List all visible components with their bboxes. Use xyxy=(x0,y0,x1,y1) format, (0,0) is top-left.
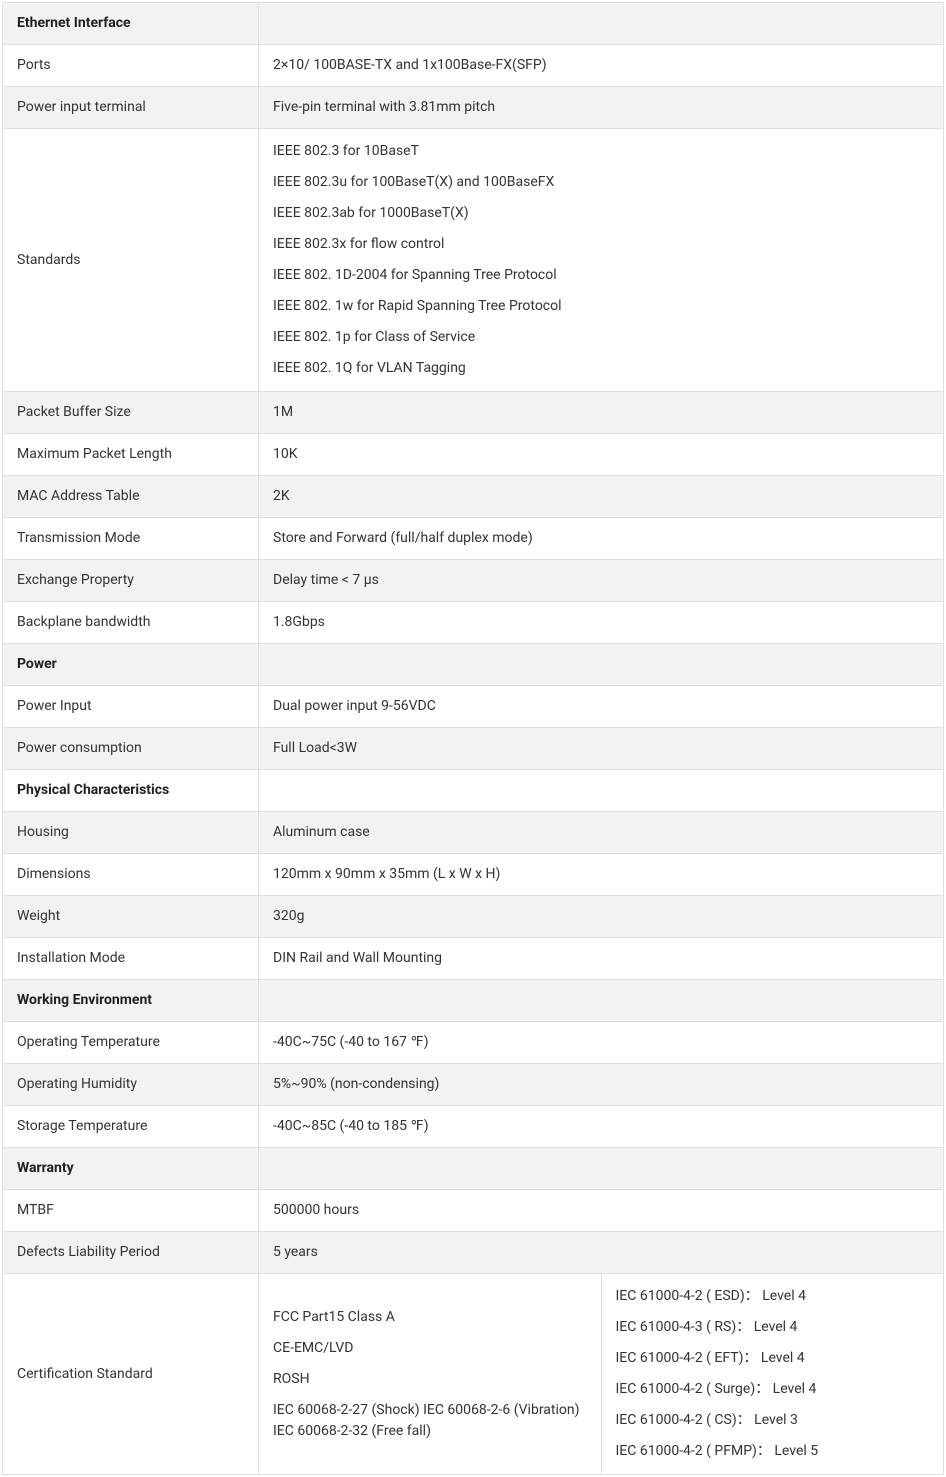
section-header-row: Physical Characteristics xyxy=(3,770,944,812)
row-value: -40C~85C (-40 to 185 ℉) xyxy=(259,1106,944,1148)
row-label: Packet Buffer Size xyxy=(3,392,259,434)
section-header-label: Power xyxy=(3,644,259,686)
table-row: Backplane bandwidth 1.8Gbps xyxy=(3,602,944,644)
table-row: MTBF 500000 hours xyxy=(3,1190,944,1232)
row-label: Standards xyxy=(3,129,259,392)
section-header-label: Ethernet Interface xyxy=(3,3,259,45)
table-row: Housing Aluminum case xyxy=(3,812,944,854)
row-value: -40C~75C (-40 to 167 ℉) xyxy=(259,1022,944,1064)
empty-cell xyxy=(259,980,944,1022)
certification-col2: IEC 61000-4-2 ( ESD)： Level 4 IEC 61000-… xyxy=(601,1274,944,1475)
table-row: Installation Mode DIN Rail and Wall Moun… xyxy=(3,938,944,980)
row-value: DIN Rail and Wall Mounting xyxy=(259,938,944,980)
row-value: 1M xyxy=(259,392,944,434)
table-row: Defects Liability Period 5 years xyxy=(3,1232,944,1274)
section-header-label: Warranty xyxy=(3,1148,259,1190)
row-value: IEEE 802.3 for 10BaseT IEEE 802.3u for 1… xyxy=(259,129,944,392)
row-label: Housing xyxy=(3,812,259,854)
standards-line: IEEE 802. 1Q for VLAN Tagging xyxy=(273,353,929,381)
table-row: Packet Buffer Size 1M xyxy=(3,392,944,434)
row-value: Five-pin terminal with 3.81mm pitch xyxy=(259,87,944,129)
empty-cell xyxy=(259,770,944,812)
cert-line: CE-EMC/LVD xyxy=(273,1333,587,1364)
row-value: 1.8Gbps xyxy=(259,602,944,644)
row-value: Aluminum case xyxy=(259,812,944,854)
table-row: Maximum Packet Length 10K xyxy=(3,434,944,476)
section-header-row: Working Environment xyxy=(3,980,944,1022)
standards-line: IEEE 802.3x for flow control xyxy=(273,229,929,260)
row-label: Exchange Property xyxy=(3,560,259,602)
row-value: 5%~90% (non-condensing) xyxy=(259,1064,944,1106)
row-value: 2×10/ 100BASE-TX and 1x100Base-FX(SFP) xyxy=(259,45,944,87)
row-label: Defects Liability Period xyxy=(3,1232,259,1274)
table-row: Weight 320g xyxy=(3,896,944,938)
cert-line: IEC 60068-2-27 (Shock) IEC 60068-2-6 (Vi… xyxy=(273,1395,587,1444)
table-row: Operating Humidity 5%~90% (non-condensin… xyxy=(3,1064,944,1106)
row-label: Backplane bandwidth xyxy=(3,602,259,644)
section-header-row: Warranty xyxy=(3,1148,944,1190)
standards-line: IEEE 802.3ab for 1000BaseT(X) xyxy=(273,198,929,229)
cert-line: IEC 61000-4-2 ( ESD)： Level 4 xyxy=(616,1284,930,1312)
row-label: Dimensions xyxy=(3,854,259,896)
certification-col1: FCC Part15 Class A CE-EMC/LVD ROSH IEC 6… xyxy=(259,1274,602,1475)
table-row: Power consumption Full Load<3W xyxy=(3,728,944,770)
cert-line: IEC 61000-4-2 ( Surge)： Level 4 xyxy=(616,1374,930,1405)
row-value: 320g xyxy=(259,896,944,938)
section-header-label: Physical Characteristics xyxy=(3,770,259,812)
cert-line: IEC 61000-4-2 ( EFT)： Level 4 xyxy=(616,1343,930,1374)
standards-line: IEEE 802. 1p for Class of Service xyxy=(273,322,929,353)
row-label: Maximum Packet Length xyxy=(3,434,259,476)
table-row: Transmission Mode Store and Forward (ful… xyxy=(3,518,944,560)
row-label: Storage Temperature xyxy=(3,1106,259,1148)
section-header-label: Working Environment xyxy=(3,980,259,1022)
row-value: Store and Forward (full/half duplex mode… xyxy=(259,518,944,560)
row-label: Power Input xyxy=(3,686,259,728)
cert-line: IEC 61000-4-3 ( RS)： Level 4 xyxy=(616,1312,930,1343)
standards-line: IEEE 802. 1D-2004 for Spanning Tree Prot… xyxy=(273,260,929,291)
empty-cell xyxy=(259,644,944,686)
standards-line: IEEE 802. 1w for Rapid Spanning Tree Pro… xyxy=(273,291,929,322)
row-label: Transmission Mode xyxy=(3,518,259,560)
row-value: 5 years xyxy=(259,1232,944,1274)
row-label: Power consumption xyxy=(3,728,259,770)
table-row: MAC Address Table 2K xyxy=(3,476,944,518)
row-label: Certification Standard xyxy=(3,1274,259,1475)
row-value: Delay time < 7 μs xyxy=(259,560,944,602)
row-label: Installation Mode xyxy=(3,938,259,980)
table-row: Dimensions 120mm x 90mm x 35mm (L x W x … xyxy=(3,854,944,896)
section-header-row: Ethernet Interface xyxy=(3,3,944,45)
spec-table: Ethernet Interface Ports 2×10/ 100BASE-T… xyxy=(2,2,944,1475)
row-label: Power input terminal xyxy=(3,87,259,129)
table-row: Exchange Property Delay time < 7 μs xyxy=(3,560,944,602)
row-value: 10K xyxy=(259,434,944,476)
row-value: Full Load<3W xyxy=(259,728,944,770)
table-row: Certification Standard FCC Part15 Class … xyxy=(3,1274,944,1475)
cert-line: IEC 61000-4-2 ( PFMP)： Level 5 xyxy=(616,1436,930,1464)
cert-line: IEC 61000-4-2 ( CS)： Level 3 xyxy=(616,1405,930,1436)
standards-line: IEEE 802.3 for 10BaseT xyxy=(273,139,929,167)
row-label: MTBF xyxy=(3,1190,259,1232)
row-value: 120mm x 90mm x 35mm (L x W x H) xyxy=(259,854,944,896)
row-label: Operating Humidity xyxy=(3,1064,259,1106)
row-label: Weight xyxy=(3,896,259,938)
row-value: Dual power input 9-56VDC xyxy=(259,686,944,728)
section-header-row: Power xyxy=(3,644,944,686)
empty-cell xyxy=(259,1148,944,1190)
row-label: Ports xyxy=(3,45,259,87)
empty-cell xyxy=(259,3,944,45)
row-label: Operating Temperature xyxy=(3,1022,259,1064)
row-label: MAC Address Table xyxy=(3,476,259,518)
table-row: Standards IEEE 802.3 for 10BaseT IEEE 80… xyxy=(3,129,944,392)
table-row: Storage Temperature -40C~85C (-40 to 185… xyxy=(3,1106,944,1148)
row-value: 2K xyxy=(259,476,944,518)
table-row: Ports 2×10/ 100BASE-TX and 1x100Base-FX(… xyxy=(3,45,944,87)
cert-line: FCC Part15 Class A xyxy=(273,1305,587,1333)
standards-line: IEEE 802.3u for 100BaseT(X) and 100BaseF… xyxy=(273,167,929,198)
table-row: Power input terminal Five-pin terminal w… xyxy=(3,87,944,129)
cert-line: ROSH xyxy=(273,1364,587,1395)
row-value: 500000 hours xyxy=(259,1190,944,1232)
table-row: Power Input Dual power input 9-56VDC xyxy=(3,686,944,728)
table-row: Operating Temperature -40C~75C (-40 to 1… xyxy=(3,1022,944,1064)
